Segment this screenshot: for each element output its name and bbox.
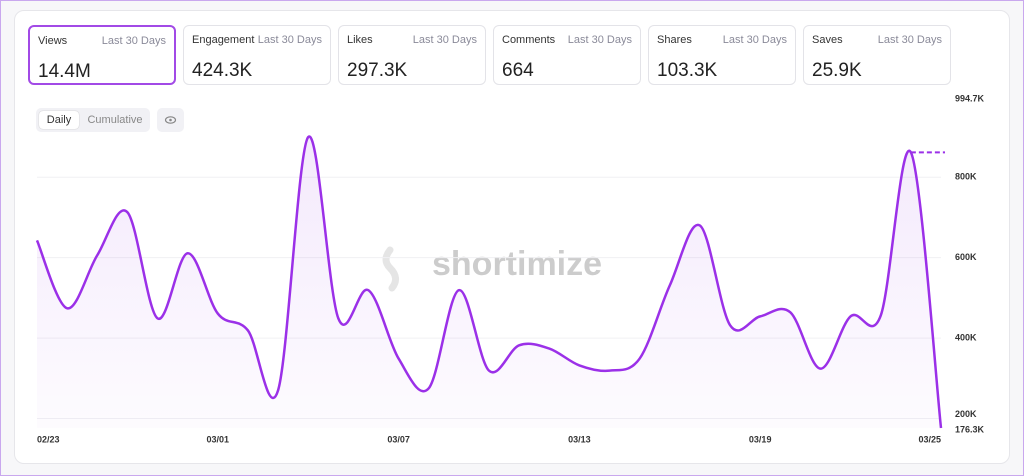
card-label: Shares	[657, 34, 692, 46]
view-toggle: Daily Cumulative	[36, 108, 150, 132]
metric-card[interactable]: Saves Last 30 Days 25.9K	[803, 25, 951, 85]
x-tick-label: 02/23	[37, 434, 60, 444]
y-tick-label: 800K	[955, 172, 977, 182]
x-tick-label: 03/19	[749, 434, 772, 444]
toggle-cumulative[interactable]: Cumulative	[87, 114, 143, 126]
card-label: Engagement	[192, 34, 255, 46]
card-label: Saves	[812, 34, 843, 46]
y-tick-label: 200K	[955, 409, 977, 419]
card-value: 424.3K	[192, 60, 253, 81]
area	[37, 136, 941, 428]
eye-icon	[164, 116, 177, 124]
metric-card[interactable]: Likes Last 30 Days 297.3K	[338, 25, 486, 85]
x-tick-label: 03/13	[568, 434, 591, 444]
card-period: Last 30 Days	[877, 34, 942, 46]
y-tick-label: 400K	[955, 332, 977, 342]
x-tick-label: 03/01	[207, 434, 230, 444]
card-label: Comments	[502, 34, 556, 46]
card-value: 25.9K	[812, 60, 862, 81]
y-tick-label: 994.7K	[955, 93, 985, 103]
x-tick-label: 03/07	[387, 434, 410, 444]
watermark-logo	[382, 246, 399, 292]
card-value: 103.3K	[657, 60, 718, 81]
x-tick-label: 03/25	[918, 434, 941, 444]
card-label: Views	[38, 35, 68, 47]
toggle-daily[interactable]: Daily	[39, 111, 79, 129]
card-period: Last 30 Days	[722, 34, 787, 46]
card-period: Last 30 Days	[412, 34, 477, 46]
card-value: 297.3K	[347, 60, 408, 81]
y-tick-label: 176.3K	[955, 424, 985, 434]
card-label: Likes	[347, 34, 373, 46]
eye-button[interactable]	[157, 108, 184, 132]
card-period: Last 30 Days	[567, 34, 632, 46]
card-value: 664	[502, 60, 534, 81]
metric-card[interactable]: Comments Last 30 Days 664	[493, 25, 641, 85]
line	[35, 135, 943, 429]
metric-card[interactable]: Shares Last 30 Days 103.3K	[648, 25, 796, 85]
watermark: shortimize	[432, 245, 602, 283]
card-period: Last 30 Days	[257, 34, 322, 46]
card-period: Last 30 Days	[101, 35, 166, 47]
y-tick-label: 600K	[955, 252, 977, 262]
metric-card[interactable]: Views Last 30 Days 14.4M	[28, 25, 176, 85]
card-value: 14.4M	[38, 61, 91, 82]
metric-card[interactable]: Engagement Last 30 Days 424.3K	[183, 25, 331, 85]
